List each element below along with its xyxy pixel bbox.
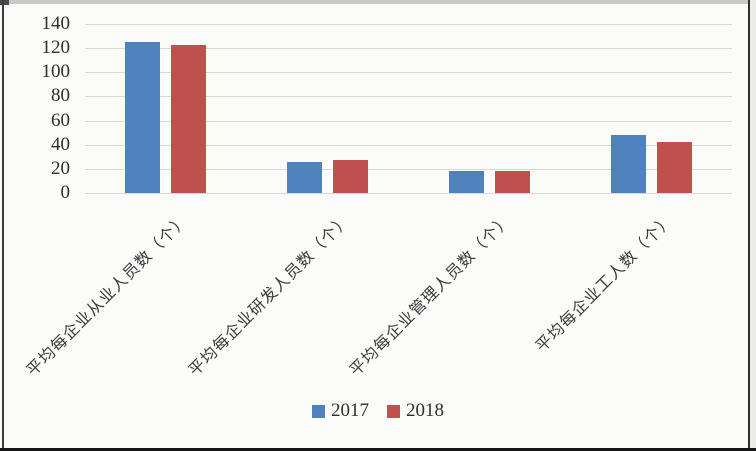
y-tick-label-120: 120 [41,37,71,59]
photo-edge-top-corner [0,0,9,5]
gridline-y-60 [85,120,732,122]
y-tick-label-0: 0 [60,182,71,203]
category-label-1: 平均每企业研发人员数（个） [185,211,354,380]
bar-2017-category-0 [125,42,161,193]
bar-2018-category-1 [333,160,369,193]
bar-2017-category-3 [610,135,646,193]
gridline-y-80 [85,96,732,98]
bar-2017-category-1 [287,161,323,193]
legend-item-2017: 2017 [312,400,369,422]
gridline-y-100 [85,72,732,74]
bar-2017-category-2 [448,171,484,193]
gridline-y-40 [85,144,732,146]
photo-edge-bottom [0,448,756,451]
photo-edge-top [0,0,756,4]
gridline-y-120 [85,48,732,50]
gridline-y-20 [85,168,732,170]
y-tick-label-140: 140 [41,13,71,34]
y-tick-label-40: 40 [51,133,70,155]
legend-label-2018: 2018 [406,400,444,421]
legend-swatch-2018 [387,404,400,418]
photo-edge-right [748,0,750,451]
legend-label-2017: 2017 [331,400,369,421]
y-tick-label-60: 60 [51,109,70,131]
legend: 2017 2018 [0,400,756,422]
legend-item-2018: 2018 [387,400,444,422]
y-tick-label-20: 20 [51,157,70,179]
photo-edge-left [2,0,4,451]
category-label-3: 平均每企业工人数（个） [533,211,678,356]
y-tick-label-80: 80 [51,85,70,107]
photo-edge-right-pad [750,0,756,451]
legend-swatch-2017 [312,404,325,418]
bar-2018-category-3 [656,142,692,193]
bar-2018-category-2 [494,171,530,193]
y-tick-label-100: 100 [41,61,71,83]
category-label-2: 平均每企业管理人员数（个） [347,211,516,380]
gridline-y-140 [85,24,732,25]
category-label-0: 平均每企业从业人员数（个） [23,211,193,380]
gridline-y-0 [85,193,732,194]
bar-2018-category-0 [171,44,207,193]
